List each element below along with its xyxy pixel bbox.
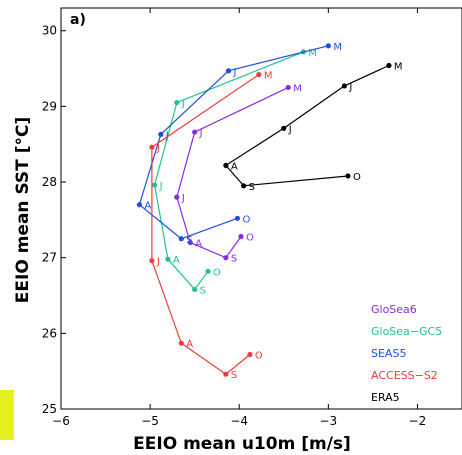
x-tick-label: −2	[409, 414, 427, 428]
data-point	[149, 144, 155, 150]
point-label: J	[199, 128, 203, 139]
data-point	[174, 194, 180, 200]
point-label: J	[181, 193, 185, 204]
series-line	[138, 45, 329, 240]
point-label: M	[264, 71, 273, 82]
x-tick-label: −5	[141, 414, 159, 428]
point-label: S	[249, 182, 255, 193]
x-tick-label: −3	[319, 414, 337, 428]
legend-entry: ERA5	[371, 391, 400, 404]
point-label: S	[231, 254, 237, 265]
data-point	[223, 255, 229, 261]
point-label: J	[233, 67, 237, 78]
y-tick-label: 26	[42, 326, 57, 340]
data-point	[225, 68, 232, 74]
series-4: M J J AS O	[223, 62, 403, 193]
yellow-highlight-bar	[0, 390, 14, 440]
legend-entry: SEAS5	[371, 347, 406, 360]
legend-entry: ACCESS−S2	[371, 369, 438, 382]
data-point	[192, 286, 198, 293]
series-line	[151, 74, 260, 375]
data-point	[205, 268, 211, 274]
data-point	[325, 43, 331, 49]
data-point	[192, 129, 198, 135]
data-point	[345, 173, 351, 179]
series-line	[224, 64, 390, 187]
data-point	[178, 236, 184, 242]
data-point	[256, 71, 262, 78]
data-point	[187, 239, 193, 246]
point-label: J	[181, 99, 185, 110]
legend-entry: GloSea6	[371, 303, 417, 316]
data-point	[247, 351, 253, 358]
data-point	[238, 233, 244, 240]
point-label: M	[333, 42, 342, 53]
point-label: M	[308, 48, 317, 59]
plot-frame	[60, 7, 462, 410]
data-point	[178, 340, 184, 346]
data-point	[151, 182, 158, 188]
point-label: J	[156, 257, 160, 268]
data-point	[223, 162, 229, 168]
y-tick-label: 29	[42, 99, 57, 113]
point-label: O	[246, 232, 254, 243]
data-point	[341, 83, 347, 89]
point-label: M	[293, 83, 302, 94]
data-point	[285, 84, 291, 91]
y-tick-label: 25	[42, 402, 57, 416]
point-label: A	[231, 161, 238, 172]
data-point	[234, 215, 241, 221]
point-label: O	[213, 267, 221, 278]
data-point	[165, 256, 171, 262]
data-point	[241, 183, 247, 189]
data-point	[386, 62, 392, 69]
point-label: S	[231, 370, 237, 381]
point-label: A	[195, 239, 202, 250]
data-point	[223, 371, 229, 377]
data-point	[174, 99, 180, 106]
point-label: O	[255, 351, 263, 362]
data-point	[149, 258, 155, 264]
y-axis-title: EEIO mean SST [°C]	[13, 117, 33, 303]
point-label: J	[348, 82, 352, 93]
panel-label: a)	[70, 12, 86, 28]
point-label: S	[200, 285, 206, 296]
data-point	[158, 131, 164, 137]
data-point	[136, 202, 143, 208]
data-point	[281, 125, 287, 131]
point-label: J	[156, 143, 160, 154]
y-tick-label: 27	[42, 251, 57, 265]
point-label: O	[242, 214, 250, 225]
point-label: A	[173, 255, 180, 266]
legend: GloSea6 GloSea−GC5 SEAS5 ACCESS−S2 ERA5	[371, 303, 442, 404]
point-label: J	[159, 181, 163, 192]
axes: −6 −5 −4 −3 −2 25 26 27 28 29 30	[42, 7, 462, 428]
y-tick-label: 30	[42, 24, 57, 38]
point-label: M	[394, 62, 403, 73]
x-tick-label: −4	[230, 414, 248, 428]
x-tick-label: −6	[52, 414, 70, 428]
point-label: S	[186, 235, 192, 246]
point-label: J	[288, 124, 292, 135]
x-axis-title: EEIO mean u10m [m/s]	[133, 434, 351, 454]
point-label: O	[353, 172, 361, 183]
y-tick-label: 28	[42, 175, 57, 189]
point-label: A	[186, 339, 193, 350]
legend-entry: GloSea−GC5	[371, 325, 442, 338]
point-label: A	[144, 201, 151, 212]
series-line	[176, 86, 289, 259]
point-label: J	[165, 130, 169, 141]
